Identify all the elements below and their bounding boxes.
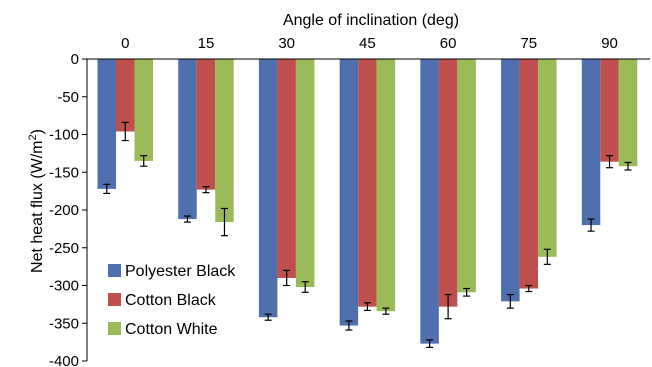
bar [295,59,315,288]
legend-label: Cotton Black [125,292,217,309]
y-tick-label: -200 [49,202,79,219]
y-tick-label: -100 [49,127,79,144]
legend: Polyester Black Cotton Black Cotton White [108,263,236,338]
error-bars-group [103,121,632,349]
bar [178,59,197,220]
y-tick-label: -400 [49,353,79,367]
y-tick-label: -350 [49,315,79,332]
y-tick-label: 0 [71,51,79,68]
legend-swatch [108,322,121,335]
bar [501,59,520,302]
x-tick-label: 45 [359,35,376,52]
axes-group: 0 -50 -100 -150 -200 -250 -300 -350 -400 0 15 30 45 6… [49,35,650,367]
y-tick-label: -250 [49,240,79,257]
bar [538,59,557,257]
bar [277,59,296,278]
y-tick-label: -50 [57,89,79,106]
legend-swatch [108,293,121,306]
x-tick-label: 15 [198,35,215,52]
x-axis-title: Angle of inclination (deg) [283,12,459,29]
bar [134,59,153,161]
legend-label: Cotton White [125,321,218,338]
bar [438,59,458,307]
x-tick-label: 75 [520,35,537,52]
bar [116,59,135,132]
bar [258,59,278,318]
bar [196,59,216,190]
bar [97,59,116,189]
y-tick-label: -150 [49,164,79,181]
x-tick-label: 60 [440,35,457,52]
bar [618,59,638,167]
bar [339,59,359,326]
x-tick-label: 0 [121,35,129,52]
x-tick-label: 30 [278,35,295,52]
bar [519,59,539,289]
bar [420,59,439,344]
bars-group [97,59,638,344]
bar [457,59,476,293]
legend-swatch [108,264,121,277]
bar [358,59,377,307]
y-axis-title: Net heat flux (W/m2) [27,129,46,273]
x-tick-label: 90 [601,35,618,52]
bar [376,59,396,312]
bar [600,59,619,162]
y-tick-label: -300 [49,278,79,295]
bar [581,59,601,226]
legend-label: Polyester Black [125,263,236,280]
bar [215,59,234,223]
